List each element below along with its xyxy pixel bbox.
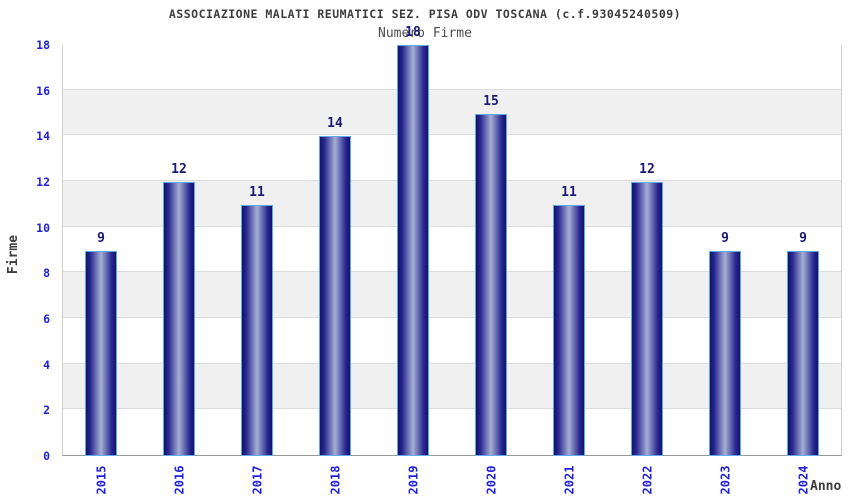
x-tick-label: 2021 bbox=[562, 465, 576, 495]
x-axis-label: Anno bbox=[810, 479, 842, 494]
gridline bbox=[63, 88, 841, 90]
bar-2018 bbox=[319, 136, 351, 456]
gridline bbox=[63, 317, 841, 318]
background-band bbox=[63, 135, 841, 181]
gridline bbox=[63, 408, 841, 410]
gridline bbox=[63, 362, 841, 364]
x-tick-label: 2019 bbox=[406, 465, 420, 495]
y-tick-label: 14 bbox=[36, 129, 50, 144]
bar-value-label: 14 bbox=[327, 116, 343, 132]
x-tick-label: 2023 bbox=[718, 465, 732, 495]
y-tick-label: 10 bbox=[36, 220, 50, 235]
bar-2020 bbox=[475, 113, 507, 456]
bar-value-label: 15 bbox=[483, 93, 499, 109]
bar-2019 bbox=[397, 45, 429, 456]
bar-value-label: 11 bbox=[249, 184, 265, 200]
gridline bbox=[63, 271, 841, 273]
background-band bbox=[63, 44, 841, 90]
y-tick-label: 16 bbox=[36, 83, 50, 98]
x-tick-label: 2022 bbox=[640, 465, 654, 495]
bar-value-label: 12 bbox=[639, 162, 655, 177]
y-tick-label: 18 bbox=[36, 38, 50, 52]
y-tick-label: 2 bbox=[43, 403, 50, 418]
background-band bbox=[63, 89, 841, 136]
bar-2017 bbox=[241, 204, 273, 456]
x-tick-label: 2017 bbox=[250, 465, 264, 495]
y-tick-label: 4 bbox=[43, 357, 50, 372]
y-tick-label: 8 bbox=[43, 266, 50, 281]
chart-subtitle: Numero Firme bbox=[378, 26, 472, 41]
x-tick-label: 2020 bbox=[484, 465, 498, 495]
x-tick-label: 2015 bbox=[94, 465, 108, 495]
x-tick-label: 2016 bbox=[172, 465, 186, 495]
bar-value-label: 12 bbox=[171, 162, 187, 177]
bar-2015 bbox=[85, 250, 117, 456]
y-tick-label: 12 bbox=[36, 175, 50, 189]
gridline bbox=[63, 134, 841, 136]
y-tick-label: 6 bbox=[43, 312, 50, 326]
bar-2024 bbox=[787, 250, 819, 456]
bar-2016 bbox=[163, 182, 195, 456]
bar-value-label: 11 bbox=[561, 184, 577, 200]
bar-value-label: 18 bbox=[405, 25, 421, 40]
bar-2022 bbox=[631, 182, 663, 456]
bar-value-label: 9 bbox=[721, 230, 729, 246]
chart-title: ASSOCIAZIONE MALATI REUMATICI SEZ. PISA … bbox=[168, 7, 682, 21]
bar-value-label: 9 bbox=[799, 230, 807, 246]
bar-2023 bbox=[709, 250, 741, 456]
gridline bbox=[63, 225, 841, 227]
y-tick-label: 0 bbox=[43, 449, 50, 463]
gridline bbox=[63, 180, 841, 181]
bar-2021 bbox=[553, 204, 585, 456]
x-tick-label: 2018 bbox=[328, 465, 342, 495]
bar-value-label: 9 bbox=[97, 230, 105, 246]
